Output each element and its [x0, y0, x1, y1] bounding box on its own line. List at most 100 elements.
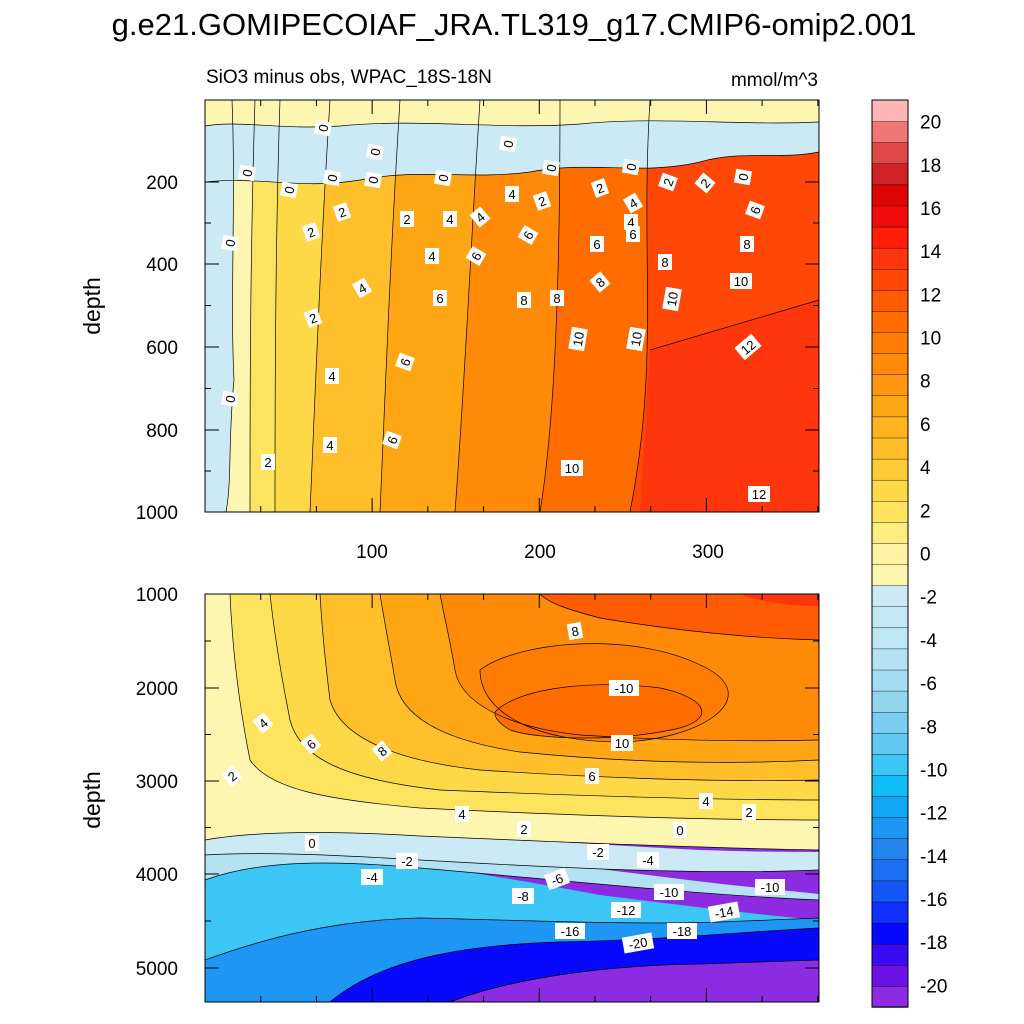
contour-label-box: [742, 804, 756, 820]
lower-y-tick: 2000: [136, 679, 178, 700]
contour-label-text: 8: [553, 291, 560, 306]
colorbar-swatch: [871, 838, 909, 861]
colorbar-tick-label: -8: [920, 717, 937, 738]
contour-label-text: -10: [660, 885, 679, 900]
contour-label: 0: [305, 835, 319, 851]
contour-label-text: -4: [366, 870, 378, 885]
contour-label: 0: [433, 169, 453, 187]
contour-label: 0: [279, 181, 299, 199]
contour-label: 8: [550, 290, 564, 306]
contour-label: 2: [303, 308, 323, 328]
contour-label-box: [396, 853, 418, 869]
contour-label-box: [555, 923, 585, 939]
contour-label: 8: [566, 621, 584, 641]
colorbar-swatch: [871, 268, 909, 291]
upper-contour-fill: [205, 100, 819, 512]
contour-label: 6: [517, 224, 539, 246]
chart-subtitle: SiO3 minus obs, WPAC_18S-18N: [206, 67, 492, 88]
colorbar-swatch: [871, 395, 909, 418]
colorbar-tick-label: -6: [920, 674, 937, 695]
contour-label: -14: [707, 901, 741, 923]
contour-label: -20: [621, 932, 655, 954]
contour-label-box: [740, 236, 754, 252]
contour-label-box: [568, 326, 588, 352]
contour-label-text: 8: [661, 255, 668, 270]
contour-label-box: [532, 191, 552, 211]
contour-label-box: [654, 884, 684, 900]
contour-label-box: [303, 308, 323, 328]
contour-label-box: [237, 164, 257, 182]
colorbar-swatch: [871, 563, 909, 586]
contour-label-text: 12: [752, 487, 766, 502]
contour-label: 2: [658, 172, 678, 192]
colorbar-swatch: [871, 542, 909, 565]
contour-label: -16: [555, 923, 585, 939]
contour-label-text: 0: [239, 168, 255, 178]
contour-label-box: [465, 245, 487, 267]
contour-label: -10: [609, 680, 639, 696]
contour-label-text: 6: [436, 291, 443, 306]
upper-y-tick: 600: [146, 338, 178, 359]
upper-y-axis-label: depth: [79, 277, 105, 335]
contour-label: 4: [469, 206, 491, 228]
contour-label-text: 0: [435, 173, 451, 183]
lower-axis-ticks: [204, 593, 819, 1002]
contour-label-box: [589, 271, 611, 293]
contour-label-box: [325, 368, 339, 384]
contour-label-text: -20: [628, 934, 649, 952]
colorbar-swatch: [871, 437, 909, 460]
colorbar-swatch: [871, 416, 909, 439]
colorbar-tick-label: 12: [920, 285, 941, 306]
colorbar-swatch: [871, 732, 909, 755]
contour-label: 6: [585, 768, 599, 784]
contour-label-box: [220, 234, 240, 252]
upper-panel: 200 400 600 800 1000 100 200 300 depth 0…: [79, 99, 820, 563]
contour-label: -2: [587, 844, 609, 860]
contour-label: 6: [590, 236, 604, 252]
contour-label: 8: [517, 292, 531, 308]
upper-y-tick: 200: [146, 173, 178, 194]
contour-label-box: [626, 326, 646, 352]
contour-label-text: 0: [543, 163, 559, 173]
colorbar-swatch: [871, 521, 909, 544]
contour-label-text: -8: [517, 889, 529, 904]
contour-label-text: -14: [714, 903, 735, 921]
contour-label: 0: [365, 143, 385, 161]
contour-label-box: [261, 454, 275, 470]
contour-label-text: 4: [702, 794, 709, 809]
contour-label: 4: [443, 211, 457, 227]
contour-label: 6: [433, 290, 447, 306]
contour-label: 8: [740, 236, 754, 252]
contour-label-box: [300, 733, 322, 755]
contour-label-box: [611, 902, 641, 918]
contour-label-box: [541, 159, 561, 177]
colorbar-tick-label: -14: [920, 847, 948, 868]
colorbar-swatch: [871, 120, 909, 143]
contour-label-box: [221, 765, 243, 787]
contour-label-box: [455, 806, 469, 822]
contour-label-text: 4: [627, 215, 634, 230]
contour-label-box: [351, 277, 373, 299]
contour-label: 6: [395, 352, 415, 372]
colorbar-swatch: [871, 458, 909, 481]
contour-label-text: 8: [743, 237, 750, 252]
contour-label-text: 2: [745, 805, 752, 820]
colorbar-tick-label: -2: [920, 588, 937, 609]
contour-label: 10: [568, 326, 588, 352]
contour-label-text: 6: [384, 434, 401, 446]
colorbar-swatch: [871, 247, 909, 270]
colorbar-swatch: [871, 880, 909, 903]
contour-label: 0: [673, 822, 687, 838]
contour-label-text: -10: [615, 681, 634, 696]
contour-label: -18: [667, 923, 697, 939]
contour-label: 4: [325, 368, 339, 384]
contour-label-box: [755, 879, 785, 895]
contour-label-text: 0: [315, 123, 331, 133]
contour-label: -10: [755, 879, 785, 895]
contour-label: 10: [662, 286, 682, 312]
contour-label-box: [305, 835, 319, 851]
contour-label: 10: [626, 326, 646, 352]
colorbar-tick-label: 8: [920, 372, 931, 393]
contour-label: 0: [220, 390, 240, 408]
upper-y-tick: 1000: [136, 503, 178, 524]
